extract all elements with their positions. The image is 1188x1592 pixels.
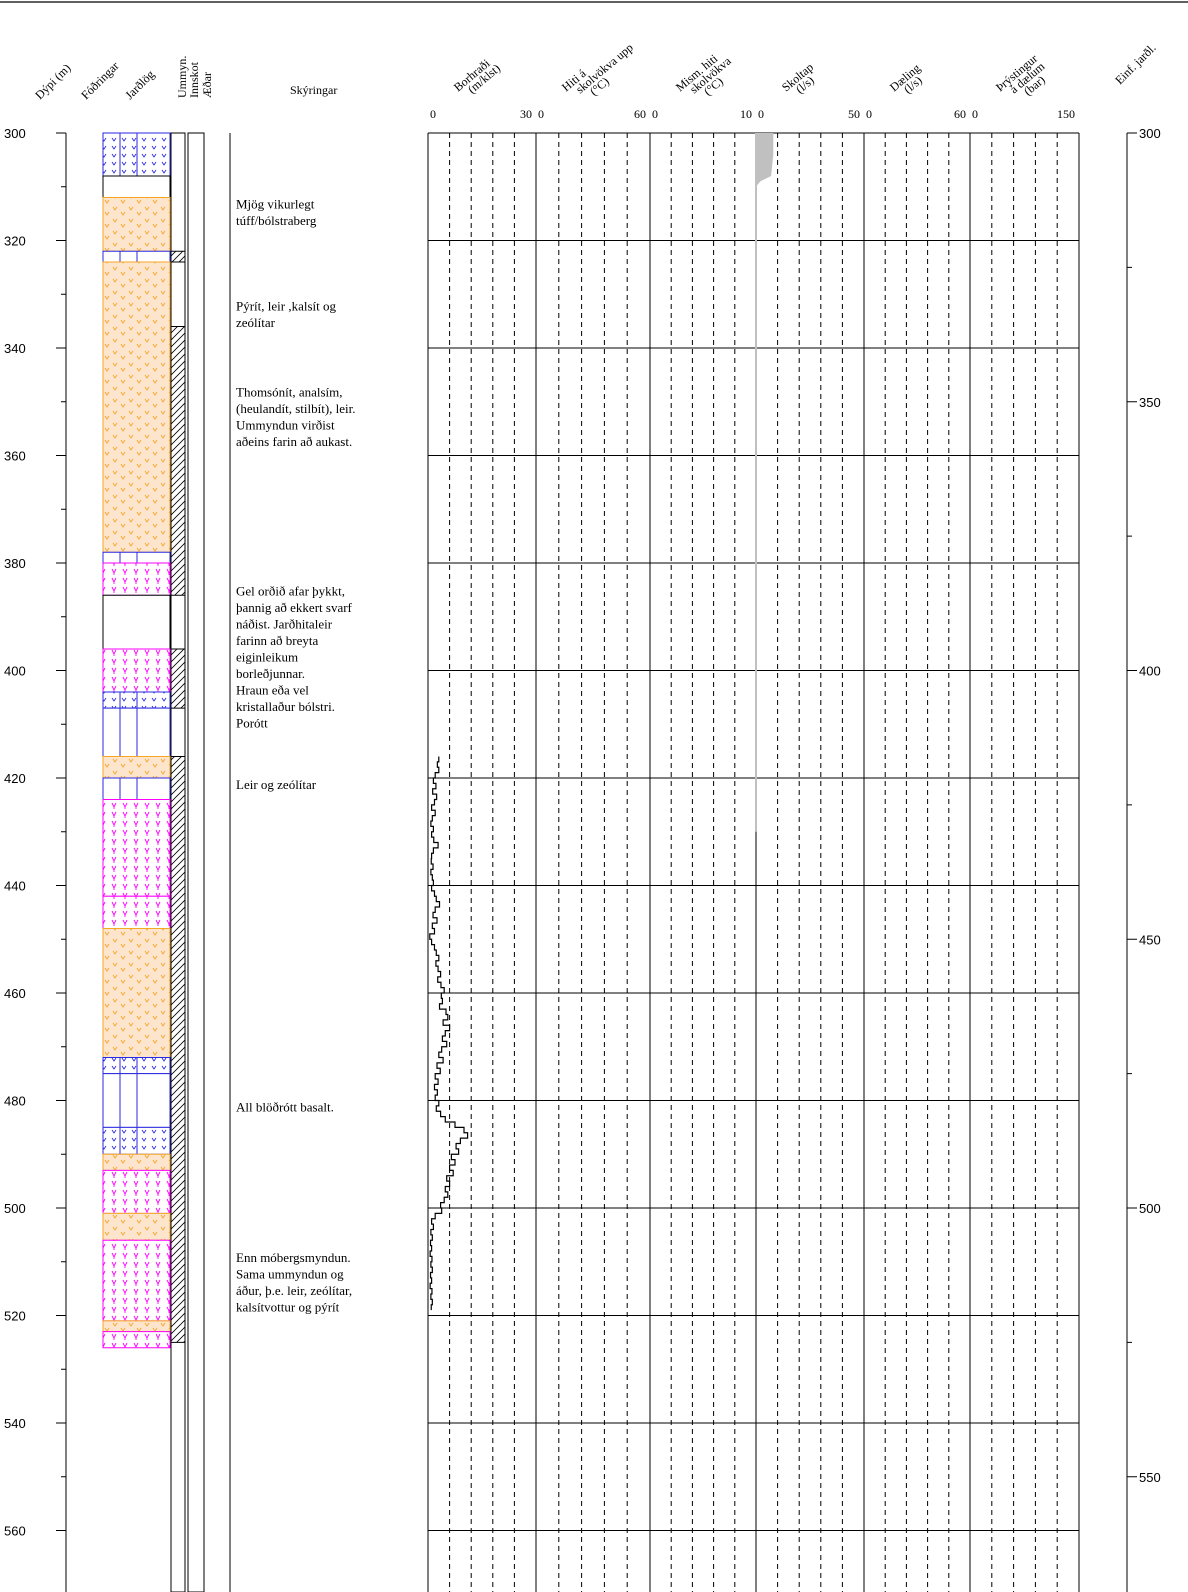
depth-tick-label: 340 [4,341,26,356]
stratum-breccia [102,562,171,596]
vein-lane [187,132,205,1592]
header-notes: Skýringar [290,83,337,97]
depth-tick-label: 440 [4,879,26,894]
stratum-breccia [102,895,171,929]
depth-tick-label: 500 [4,1201,26,1216]
note-line: þannig að ekkert svarf [236,600,353,615]
depth-axis-left: 300 320 340 360 380 400 420 440 460 480 500 520 540 5… [4,126,67,1592]
note-line: Mjög vikurlegt [236,196,315,211]
note-line: kalsítvottur og pýrít [236,1299,340,1314]
stratum-hyaloclastite [102,261,171,553]
stratum-breccia [102,1331,171,1349]
scale-min-label: 0 [972,107,978,121]
depth-tick-label: 360 [4,449,26,464]
depth-tick-label: 550 [1139,1470,1161,1485]
depth-tick-label: 400 [1139,664,1161,679]
header-veins: Æðar [200,72,214,98]
note-line: Leir og zeólítar [236,777,317,792]
depth-tick-label: 520 [4,1309,26,1324]
strata-column [102,132,171,1349]
note-line: Gel orðið afar þykkt, [236,583,345,598]
note-line: Pýrít, leir ,kalsít og [236,298,337,313]
depth-axis-right: 300 350 400 450 500 550 [1126,126,1161,1592]
circulation-loss-area [756,133,774,187]
stratum-breccia [102,799,171,897]
scale-max-label: 30 [520,107,532,121]
depth-tick-label: 300 [4,126,26,141]
depth-tick-label: 460 [4,986,26,1001]
depth-tick-label: 400 [4,664,26,679]
scale-max-label: 50 [848,107,860,121]
intrusion-interval [170,250,186,263]
note-line: borleðjunnar. [236,666,305,681]
header-alteration: Ummyn. [175,56,189,98]
drilling-tracks [427,132,1080,1592]
note-line: farinn að breyta [236,633,319,648]
header-depth: Dýpi (m) [32,61,73,102]
depth-tick-label: 560 [4,1524,26,1539]
stratum-hyaloclastite [102,756,171,779]
depth-tick-label: 350 [1139,395,1161,410]
track-scales: 0 30 0 60 0 10 0 50 0 60 0 150 [430,107,1075,121]
stratum-hyaloclastite [102,1320,171,1333]
scale-max-label: 60 [954,107,966,121]
scale-max-label: 60 [634,107,646,121]
scale-max-label: 150 [1057,107,1075,121]
note-line: Thomsónít, analsím, [236,384,343,399]
stratum-breccia [102,1169,171,1214]
note-line: aðeins farin að aukast. [236,434,352,449]
note-line: áður, þ.e. leir, zeólítar, [236,1283,352,1298]
stratum-blank [102,594,171,650]
note-line: kristallaður bólstri. [236,699,335,714]
rop-curve [429,756,469,1311]
scale-min-label: 0 [652,107,658,121]
note-line: Ummyndun virðist [236,417,335,432]
depth-tick-label: 380 [4,556,26,571]
header-strata: Jarðlög [122,67,157,102]
note-line: Hraun eða vel [236,682,309,697]
depth-tick-label: 540 [4,1416,26,1431]
column-headers: Dýpi (m) Fóðringar Jarðlög Ummyn. Innsko… [32,40,1158,102]
stratum-hyaloclastite [102,197,171,252]
depth-tick-label: 420 [4,771,26,786]
scale-min-label: 0 [430,107,436,121]
note-line: túff/bólstraberg [236,213,317,228]
note-line: eiginleikum [236,649,298,664]
stratum-hyaloclastite [102,1153,171,1171]
scale-min-label: 0 [758,107,764,121]
scale-min-label: 0 [866,107,872,121]
note-line: All blöðrótt basalt. [236,1099,334,1114]
intrusion-column [170,132,205,1592]
note-line: zeólítar [236,315,276,330]
stratum-hyaloclastite [102,1212,171,1241]
intrusion-interval [170,326,186,596]
scale-max-label: 10 [740,107,752,121]
note-line: Enn móbergsmyndun. [236,1250,351,1265]
note-line: (heulandít, stilbít), leir. [236,401,356,416]
depth-tick-label: 320 [4,234,26,249]
depth-tick-label: 450 [1139,932,1161,947]
note-line: náðist. Jarðhitaleir [236,616,333,631]
header-right-axis: Einf. jarðl. [1112,41,1158,87]
stratum-breccia [102,1239,171,1322]
notes-column: Mjög vikurlegt túff/bólstraberg Pýrít, lei… [229,133,356,1592]
stratum-breccia [102,648,171,693]
stratum-hyaloclastite [102,928,171,1058]
header-casing: Fóðringar [78,59,121,102]
stratum-blank [102,175,171,198]
intrusion-interval [170,648,186,709]
depth-tick-label: 500 [1139,1201,1161,1216]
header-intrusion: Innskot [187,61,201,98]
scale-min-label: 0 [538,107,544,121]
note-line: Sama ummyndun og [236,1266,344,1281]
depth-tick-label: 480 [4,1094,26,1109]
depth-tick-label: 300 [1139,126,1161,141]
intrusion-interval [170,756,186,1343]
note-line: Porótt [236,715,268,730]
